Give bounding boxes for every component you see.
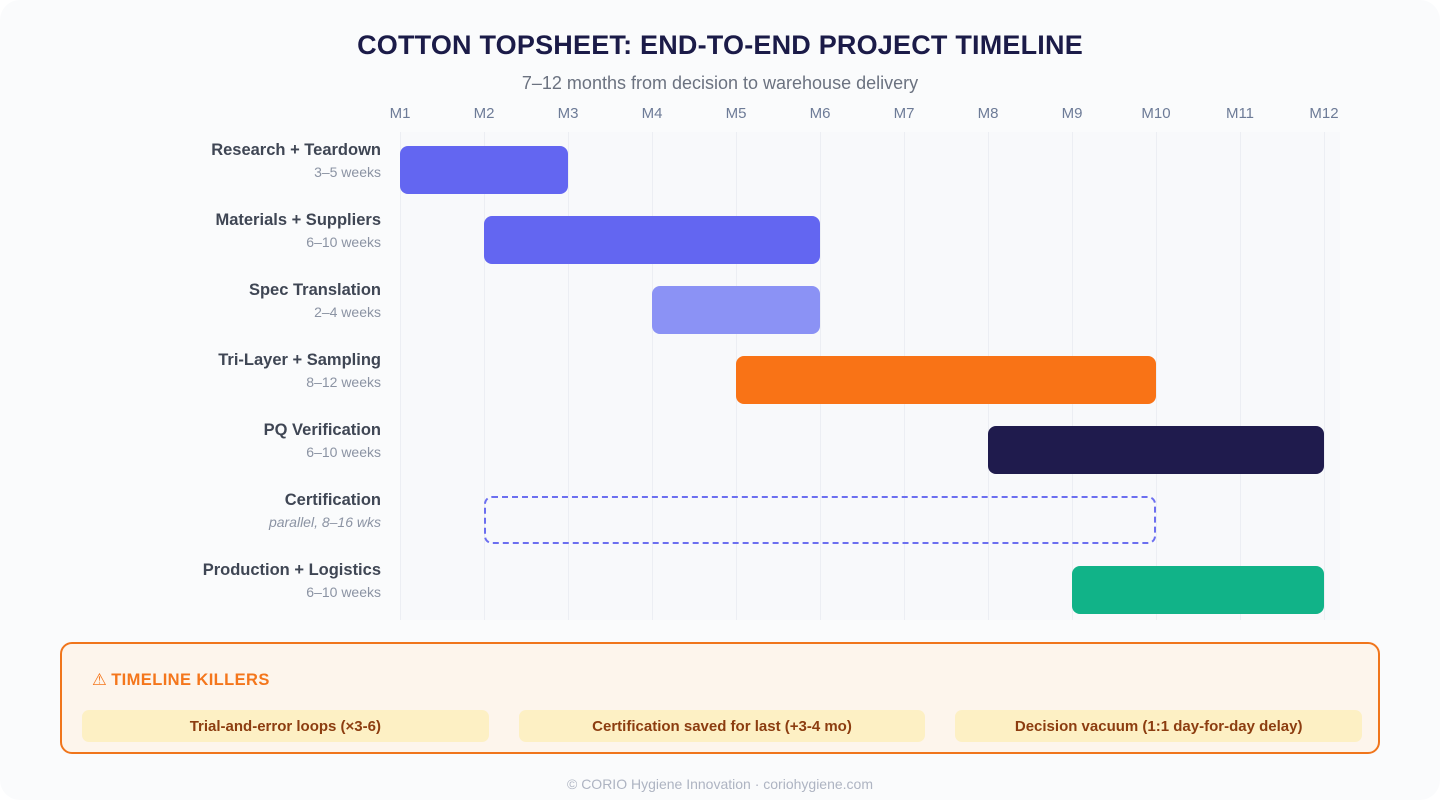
timeline-killers-title: ⚠ TIMELINE KILLERS: [92, 670, 270, 690]
page-subtitle: 7–12 months from decision to warehouse d…: [521, 73, 919, 93]
task-name: Certification: [284, 491, 381, 509]
timeline-killers-label: TIMELINE KILLERS: [111, 671, 270, 689]
task-label-group: PQ Verification 6–10 weeks: [0, 420, 381, 461]
gridline: [1324, 132, 1325, 620]
footer-credit: © CORIO Hygiene Innovation · coriohygien…: [566, 776, 873, 792]
axis-tick-m8: M8: [977, 105, 999, 122]
gridline: [484, 132, 485, 620]
gridline: [652, 132, 653, 620]
task-duration: 6–10 weeks: [306, 584, 381, 600]
axis-tick-m9: M9: [1061, 105, 1083, 122]
task-name: Tri-Layer + Sampling: [218, 351, 381, 369]
gantt-bar[interactable]: [736, 356, 1156, 404]
axis-tick-m5: M5: [725, 105, 747, 122]
task-label-group: Tri-Layer + Sampling 8–12 weeks: [0, 350, 381, 391]
task-label-group: Materials + Suppliers 6–10 weeks: [0, 210, 381, 251]
axis-tick-m2: M2: [473, 105, 495, 122]
task-name: Spec Translation: [248, 281, 381, 299]
task-duration: 6–10 weeks: [306, 234, 381, 250]
gantt-bar[interactable]: [1072, 566, 1324, 614]
killer-chip: Certification saved for last (+3-4 mo): [518, 710, 926, 742]
timeline-killer-chips: Trial-and-error loops (×3-6) Certificatio…: [82, 710, 1363, 742]
task-duration: 2–4 weeks: [314, 304, 381, 320]
task-label-group: Production + Logistics 6–10 weeks: [0, 560, 381, 601]
task-name: PQ Verification: [263, 421, 381, 439]
gantt-bar[interactable]: [988, 426, 1324, 474]
axis-tick-m4: M4: [641, 105, 663, 122]
task-label-group: Spec Translation 2–4 weeks: [0, 280, 381, 321]
gantt-row: Tri-Layer + Sampling 8–12 weeks: [0, 350, 1440, 420]
task-duration: 3–5 weeks: [314, 164, 381, 180]
gantt-row: PQ Verification 6–10 weeks: [0, 420, 1440, 490]
gantt-row: Research + Teardown 3–5 weeks: [0, 140, 1440, 210]
gridline: [400, 132, 401, 620]
gridline: [1156, 132, 1157, 620]
task-duration: 6–10 weeks: [306, 444, 381, 460]
gridline: [568, 132, 569, 620]
killer-chip: Trial-and-error loops (×3-6): [82, 710, 489, 742]
gantt-bar[interactable]: [484, 216, 820, 264]
gantt-row: Certification parallel, 8–16 wks: [0, 490, 1440, 560]
task-duration: parallel, 8–16 wks: [268, 514, 381, 530]
warning-icon: ⚠: [92, 671, 108, 689]
task-name: Research + Teardown: [211, 141, 381, 159]
axis-tick-m3: M3: [557, 105, 579, 122]
gantt-bar[interactable]: [400, 146, 568, 194]
axis-tick-m10: M10: [1141, 105, 1171, 122]
task-name: Production + Logistics: [202, 561, 381, 579]
axis-tick-m11: M11: [1225, 105, 1255, 122]
gantt-row: Materials + Suppliers 6–10 weeks: [0, 210, 1440, 280]
month-axis: M1 M2 M3 M4 M5 M6 M7 M8 M9 M10 M11 M12: [0, 105, 1440, 127]
gridline: [1240, 132, 1241, 620]
page-title: COTTON TOPSHEET: END-TO-END PROJECT TIME…: [357, 30, 1083, 60]
task-label-group: Research + Teardown 3–5 weeks: [0, 140, 381, 181]
axis-tick-m12: M12: [1309, 105, 1339, 122]
axis-tick-m1: M1: [389, 105, 411, 122]
task-duration: 8–12 weeks: [306, 374, 381, 390]
gantt-bar[interactable]: [484, 496, 1156, 544]
task-label-group: Certification parallel, 8–16 wks: [0, 490, 381, 531]
axis-tick-m6: M6: [809, 105, 831, 122]
gantt-bar[interactable]: [652, 286, 820, 334]
axis-tick-m7: M7: [893, 105, 915, 122]
timeline-killers-callout: ⚠ TIMELINE KILLERS Trial-and-error loops …: [60, 642, 1380, 754]
killer-chip: Decision vacuum (1:1 day-for-day delay): [955, 710, 1363, 742]
gantt-row: Production + Logistics 6–10 weeks: [0, 560, 1440, 630]
task-name: Materials + Suppliers: [215, 211, 381, 229]
gantt-row: Spec Translation 2–4 weeks: [0, 280, 1440, 350]
